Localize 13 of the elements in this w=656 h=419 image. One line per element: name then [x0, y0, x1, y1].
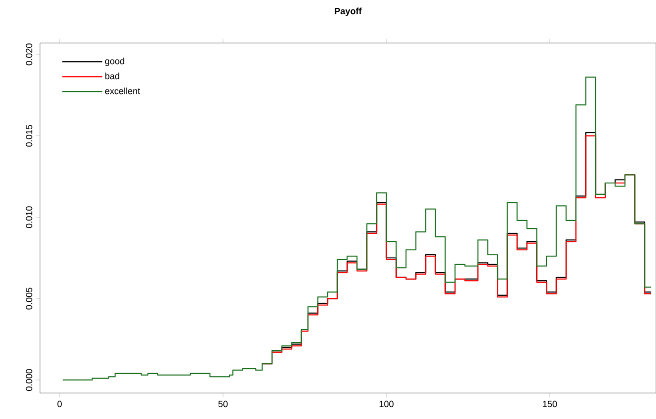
- x-tick-label: 100: [380, 400, 394, 408]
- x-tick-label: 0: [57, 400, 62, 408]
- y-tick-label: 0.010: [26, 206, 32, 228]
- y-tick-label: 0.005: [26, 288, 32, 310]
- y-tick-label: 0.000: [26, 369, 32, 391]
- x-tick-label: 150: [543, 400, 557, 408]
- legend-label: bad: [105, 72, 120, 80]
- legend-label: excellent: [105, 88, 140, 94]
- chart-title: Payoff: [334, 8, 362, 16]
- legend-label: good: [105, 58, 124, 66]
- y-tick-label: 0.015: [26, 124, 32, 147]
- y-tick-label: 0.020: [26, 44, 32, 66]
- x-tick-label: 50: [218, 400, 228, 408]
